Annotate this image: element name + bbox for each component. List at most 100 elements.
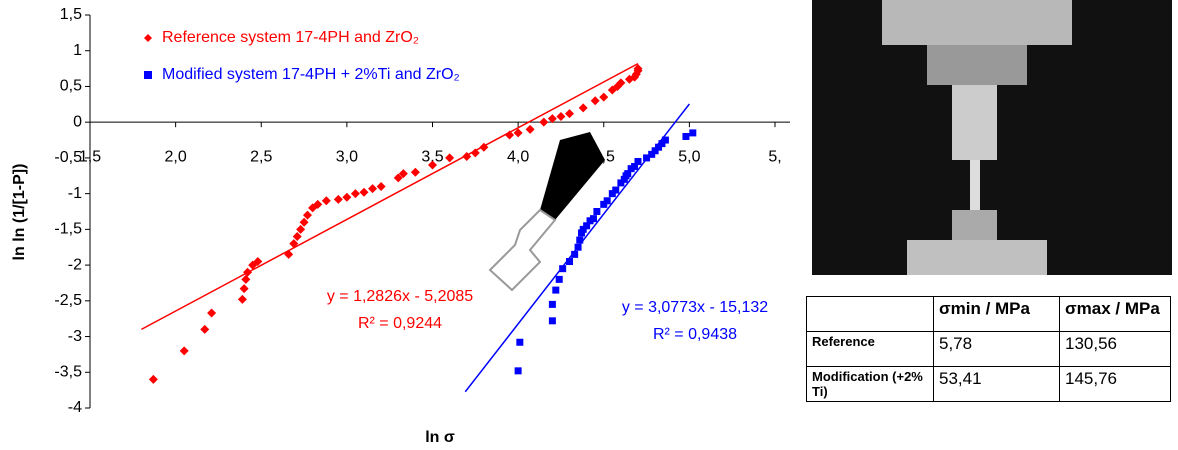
table-cell: 5,78 <box>933 331 1060 367</box>
point <box>559 265 567 273</box>
photo <box>812 0 1172 275</box>
point <box>552 286 560 294</box>
point <box>643 154 651 162</box>
table-cell: 53,41 <box>933 366 1060 402</box>
point <box>376 181 386 191</box>
point <box>393 173 403 183</box>
point <box>342 192 352 202</box>
point <box>539 117 549 127</box>
trendline-r2: R² = 0,9438 <box>653 326 737 343</box>
point <box>462 151 472 161</box>
point <box>200 324 210 334</box>
point <box>505 130 515 140</box>
point <box>359 187 369 197</box>
y-tick-label: 1 <box>73 42 82 59</box>
point <box>612 186 620 194</box>
point <box>428 160 437 170</box>
point <box>548 300 556 308</box>
point <box>299 217 309 227</box>
point <box>241 274 251 284</box>
legend-label: Reference system 17-4PH and ZrO₂ <box>162 29 419 46</box>
point <box>631 162 639 170</box>
point <box>368 184 378 194</box>
table-header: σmin / MPa <box>933 296 1060 332</box>
y-tick-label: -3,5 <box>54 363 82 380</box>
point <box>548 317 556 325</box>
y-tick-label: 1,5 <box>60 6 82 23</box>
point <box>302 210 312 220</box>
point <box>634 157 642 165</box>
point <box>555 275 563 283</box>
point <box>514 367 522 375</box>
table-cell: 145,76 <box>1059 366 1171 402</box>
point <box>350 189 360 199</box>
y-tick-label: -0,5 <box>54 149 82 166</box>
point <box>633 64 643 74</box>
legend-label: Modified system 17-4PH + 2%Ti and ZrO₂ <box>162 66 460 83</box>
point <box>410 167 420 177</box>
y-tick-label: -4 <box>68 399 82 416</box>
y-axis-label: ln ln (1/[1-P]) <box>11 164 28 261</box>
legend-marker <box>144 71 152 79</box>
point <box>313 199 323 209</box>
point <box>516 338 524 346</box>
point <box>547 114 557 124</box>
point <box>207 308 217 318</box>
point <box>296 224 306 234</box>
x-axis-label: ln σ <box>425 429 455 446</box>
point <box>689 129 697 137</box>
point <box>243 267 253 277</box>
point <box>578 103 588 113</box>
x-tick-label: 3,0 <box>336 148 358 165</box>
point <box>513 128 523 138</box>
point <box>148 374 158 384</box>
point <box>333 194 343 204</box>
point <box>658 140 666 148</box>
table-header: σmax / MPa <box>1059 296 1171 332</box>
point <box>556 111 566 121</box>
x-tick-label: 5,0 <box>678 148 700 165</box>
table: σmin / MPa σmax / MPa Reference 5,78 130,56… <box>806 296 1171 402</box>
point <box>589 215 597 223</box>
y-tick-label: -2 <box>68 256 82 273</box>
y-tick-label: -2,5 <box>54 292 82 309</box>
trendline <box>141 62 639 331</box>
table-cell: 130,56 <box>1059 331 1171 367</box>
y-tick-label: 0 <box>73 113 82 130</box>
x-tick-label: 3,5 <box>421 148 443 165</box>
x-tick-label: 2,5 <box>250 148 272 165</box>
table-cell <box>806 296 934 332</box>
point <box>624 170 632 178</box>
point <box>470 148 480 158</box>
point <box>648 150 656 158</box>
point <box>651 147 659 155</box>
legend-marker <box>144 34 152 42</box>
x-tick-label: 4,5 <box>593 148 615 165</box>
point <box>593 208 601 215</box>
point <box>617 179 625 187</box>
point <box>579 225 587 233</box>
y-tick-label: 0,5 <box>60 78 82 95</box>
point <box>600 200 608 208</box>
point <box>599 92 609 102</box>
point <box>576 236 584 244</box>
point <box>577 229 585 237</box>
y-tick-label: -1,5 <box>54 221 82 238</box>
y-tick-label: -1 <box>68 185 82 202</box>
trendline-r2: R² = 0,9244 <box>358 315 442 332</box>
point <box>620 175 628 183</box>
point <box>237 294 247 304</box>
point <box>616 78 626 88</box>
specimen-icon <box>488 132 605 292</box>
point <box>565 109 574 119</box>
point <box>608 190 616 198</box>
point <box>239 284 249 294</box>
point <box>253 257 263 267</box>
point <box>571 250 579 258</box>
x-tick-label: 4,0 <box>507 148 529 165</box>
point <box>289 239 299 249</box>
point <box>445 153 455 163</box>
point <box>566 258 573 266</box>
x-tick-label: 1,5 <box>79 148 101 165</box>
x-tick-label: 2,0 <box>165 148 187 165</box>
